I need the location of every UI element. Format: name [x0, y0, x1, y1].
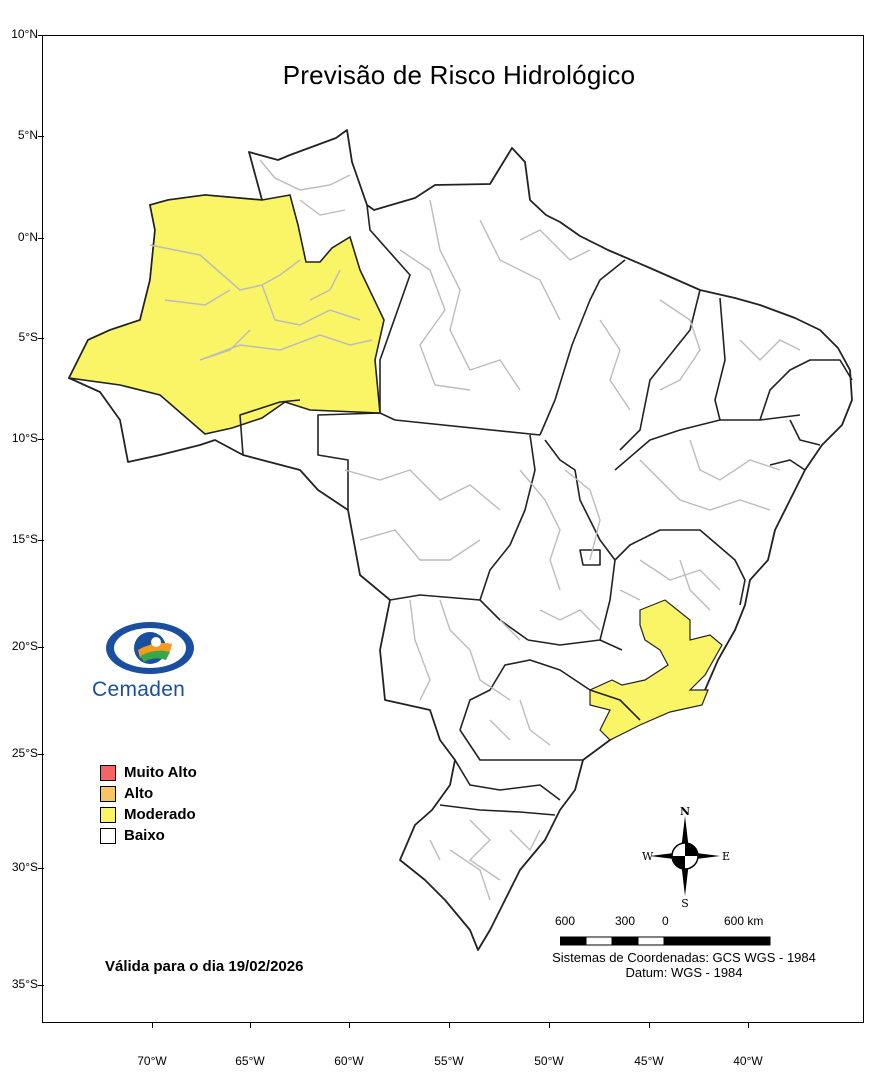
legend-label: Baixo	[124, 827, 165, 844]
lat-tick	[38, 238, 44, 239]
datum: Datum: WGS - 1984	[625, 965, 743, 980]
lat-tick	[38, 35, 44, 36]
scale-label: 300	[615, 914, 636, 928]
region-moderado-sudeste	[589, 599, 723, 741]
lon-tick	[649, 1022, 650, 1028]
coordinate-system: Sistemas de Coordenadas: GCS WGS - 1984	[552, 950, 816, 965]
legend-item-muito-alto: Muito Alto	[100, 762, 197, 783]
legend-swatch	[100, 806, 116, 823]
legend-item-baixo: Baixo	[100, 825, 197, 846]
compass-e: E	[722, 850, 730, 863]
lon-tick	[449, 1022, 450, 1028]
scale-label: 600 km	[724, 914, 764, 928]
validity-text: Válida para o dia 19/02/2026	[105, 958, 304, 975]
lon-label-55w: 55°W	[434, 1054, 464, 1068]
lat-tick	[38, 868, 44, 869]
lat-label-0: 0°N	[17, 230, 38, 244]
lat-label-25s: 25°S	[11, 746, 38, 760]
north-arrow-compass-icon: N S W E	[642, 806, 730, 910]
lat-tick	[38, 136, 44, 137]
lon-label-45w: 45°W	[634, 1054, 664, 1068]
state-borders	[239, 204, 853, 816]
map-title: Previsão de Risco Hidrológico	[282, 60, 636, 90]
compass-n: N	[680, 806, 690, 818]
lat-tick	[38, 338, 44, 339]
lat-label-10s: 10°S	[11, 431, 38, 445]
compass-s: S	[681, 897, 689, 910]
municipal-lines	[259, 159, 801, 901]
cemaden-logo-text: Cemaden	[92, 678, 186, 701]
lon-label-40w: 40°W	[733, 1054, 763, 1068]
lat-tick	[38, 754, 44, 755]
legend-swatch	[100, 764, 116, 781]
legend-item-alto: Alto	[100, 783, 197, 804]
legend-swatch	[100, 785, 116, 802]
lat-tick	[38, 647, 44, 648]
lat-label-15s: 15°S	[11, 532, 38, 546]
lon-tick	[748, 1022, 749, 1028]
cemaden-logo	[106, 622, 194, 674]
lat-tick	[38, 985, 44, 986]
legend-swatch	[100, 827, 116, 844]
lat-label-10n: 10°N	[11, 27, 38, 41]
legend-label: Moderado	[124, 806, 196, 823]
legend: Muito Alto Alto Moderado Baixo	[100, 762, 197, 846]
lon-tick	[349, 1022, 350, 1028]
lon-tick	[250, 1022, 251, 1028]
lat-label-30s: 30°S	[11, 860, 38, 874]
lon-label-70w: 70°W	[137, 1054, 167, 1068]
scale-label: 600	[555, 914, 576, 928]
lon-tick	[549, 1022, 550, 1028]
lon-label-60w: 60°W	[334, 1054, 364, 1068]
lat-label-5n: 5°N	[17, 128, 38, 142]
lon-tick	[152, 1022, 153, 1028]
legend-label: Muito Alto	[124, 764, 197, 781]
compass-w: W	[642, 850, 654, 863]
lon-label-65w: 65°W	[235, 1054, 265, 1068]
legend-item-moderado: Moderado	[100, 804, 197, 825]
scale-label: 0	[662, 914, 669, 928]
legend-label: Alto	[124, 785, 154, 802]
lat-tick	[38, 540, 44, 541]
region-moderado-amazonas	[67, 194, 385, 435]
lat-label-35s: 35°S	[11, 977, 38, 991]
municipal-lines-amazonas	[149, 244, 373, 361]
lon-label-50w: 50°W	[534, 1054, 564, 1068]
scale-bar	[560, 936, 771, 946]
lat-label-20s: 20°S	[11, 639, 38, 653]
lat-tick	[38, 439, 44, 440]
lat-label-5s: 5°S	[18, 330, 38, 344]
coordinate-info: Sistemas de Coordenadas: GCS WGS - 1984 …	[520, 950, 848, 980]
